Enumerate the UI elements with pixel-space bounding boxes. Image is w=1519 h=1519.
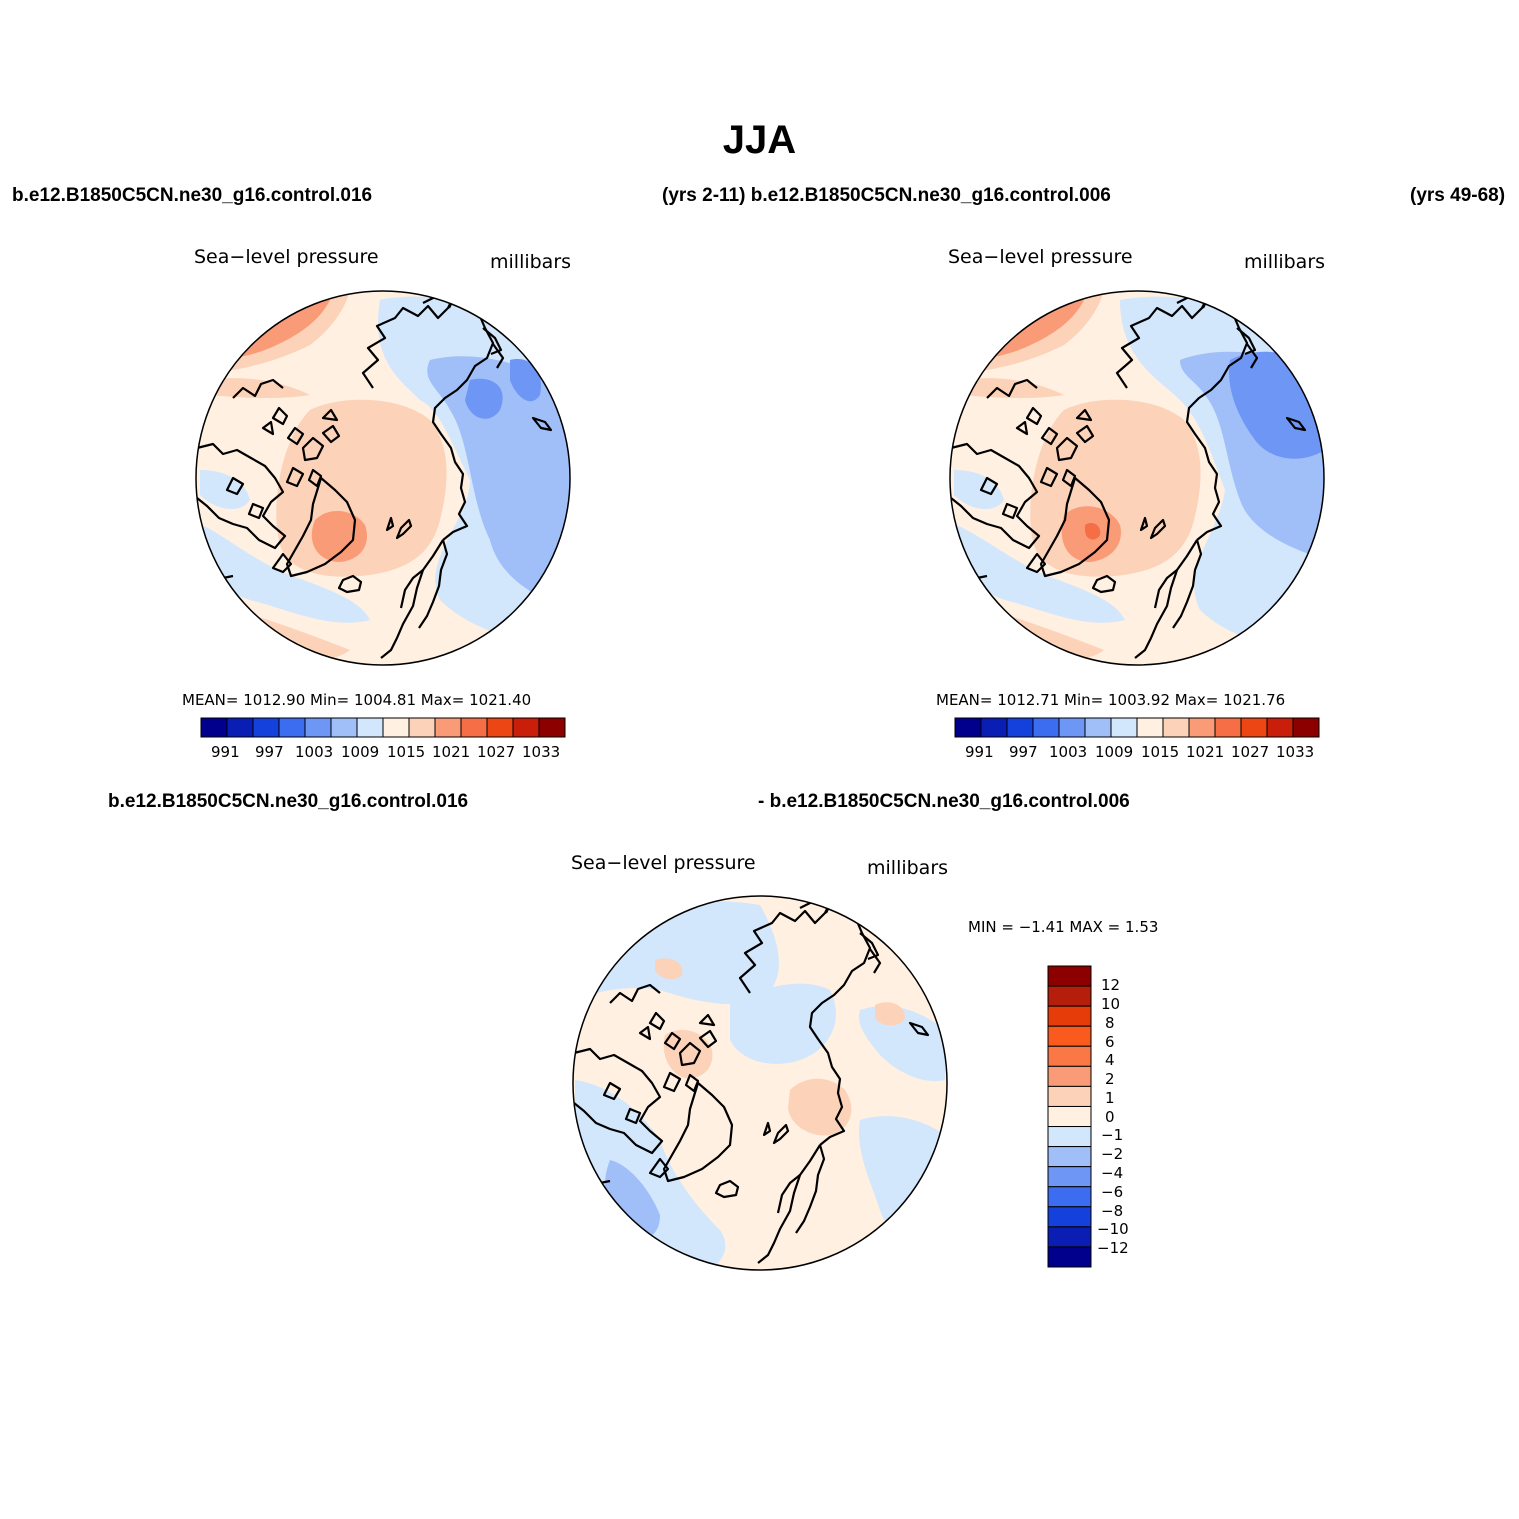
cb3-label: 2 <box>1105 1070 1115 1088</box>
cb2-label: 1009 <box>1095 743 1134 761</box>
colorbar-swatch <box>382 717 410 738</box>
colorbar-swatch <box>1188 717 1216 738</box>
colorbar-swatch <box>278 717 306 738</box>
header-case-mid: (yrs 2-11) b.e12.B1850C5CN.ne30_g16.cont… <box>662 185 1111 206</box>
header-case-left: b.e12.B1850C5CN.ne30_g16.control.016 <box>12 185 373 206</box>
diff-header-right: - b.e12.B1850C5CN.ne30_g16.control.006 <box>758 791 1130 812</box>
cb3-label: −4 <box>1101 1164 1124 1182</box>
colorbar-swatch <box>1110 717 1138 738</box>
cb2-label: 1021 <box>1186 743 1225 761</box>
cb3-label: 4 <box>1105 1051 1115 1069</box>
colorbar-swatch <box>1047 1025 1092 1047</box>
cb1-label: 991 <box>211 743 240 761</box>
colorbar-swatch <box>356 717 384 738</box>
colorbar-swatch <box>1047 1085 1092 1107</box>
panel3-variable-label: Sea−level pressure <box>571 852 756 874</box>
colorbar-swatch <box>954 717 982 738</box>
colorbar-swatch <box>408 717 436 738</box>
cb3-label: −12 <box>1097 1239 1129 1257</box>
panel1-stats: MEAN= 1012.90 Min= 1004.81 Max= 1021.40 <box>182 691 532 709</box>
panel2-units-label: millibars <box>1244 251 1326 273</box>
cb2-label: 997 <box>1009 743 1038 761</box>
cb2-label: 1027 <box>1231 743 1270 761</box>
colorbar-swatch <box>1047 1105 1092 1128</box>
panel3-map <box>572 895 948 1271</box>
colorbar-swatch <box>1047 1246 1092 1268</box>
cb1-label: 1027 <box>477 743 516 761</box>
cb3-label: 0 <box>1105 1108 1115 1126</box>
cb2-label: 991 <box>965 743 994 761</box>
panel3-units-label: millibars <box>867 857 949 879</box>
colorbar-swatch <box>1047 1126 1092 1148</box>
colorbar-swatch <box>1047 1206 1092 1228</box>
panel2-map-boundary <box>949 290 1325 666</box>
colorbar-swatch <box>512 717 540 738</box>
panel1-map-boundary <box>195 290 571 666</box>
cb2-label: 1015 <box>1141 743 1180 761</box>
colorbar-swatch <box>226 717 254 738</box>
colorbar-swatch <box>1047 965 1092 987</box>
colorbar-swatch <box>1136 717 1164 738</box>
colorbar-swatch <box>1047 1186 1092 1208</box>
colorbar-swatch <box>434 717 462 738</box>
cb1-label: 1033 <box>522 743 561 761</box>
cb3-label: 1 <box>1105 1089 1115 1107</box>
panel1-map <box>195 290 571 666</box>
panel2-map <box>949 290 1325 666</box>
colorbar-swatch <box>1047 1065 1092 1087</box>
colorbar-swatch <box>1266 717 1294 738</box>
header-years-right: (yrs 49-68) <box>1410 185 1506 206</box>
colorbar-swatch <box>1047 1226 1092 1248</box>
colorbar-swatch <box>1292 717 1320 738</box>
colorbar-swatch <box>200 717 228 738</box>
cb1-label: 1003 <box>295 743 334 761</box>
colorbar-swatch <box>1214 717 1242 738</box>
cb3-label: −8 <box>1101 1202 1124 1220</box>
colorbar-swatch <box>1047 985 1092 1007</box>
cb3-label: 6 <box>1105 1033 1115 1051</box>
panel1-units-label: millibars <box>490 251 572 273</box>
panel3-stats: MIN = −1.41 MAX = 1.53 <box>968 918 1159 936</box>
cb1-label: 997 <box>255 743 284 761</box>
cb1-label: 1009 <box>341 743 380 761</box>
colorbar-swatch <box>1032 717 1060 738</box>
colorbar-swatch <box>460 717 488 738</box>
cb1-label: 1015 <box>387 743 426 761</box>
colorbar-swatch <box>1047 1146 1092 1168</box>
colorbar-swatch <box>330 717 358 738</box>
colorbar-swatch <box>1058 717 1086 738</box>
cb3-label: −6 <box>1101 1183 1124 1201</box>
cb3-label: 10 <box>1101 995 1121 1013</box>
colorbar-swatch <box>1047 1166 1092 1188</box>
panel3-map-boundary <box>572 895 948 1271</box>
cb3-label: −10 <box>1097 1220 1129 1238</box>
panel2-stats: MEAN= 1012.71 Min= 1003.92 Max= 1021.76 <box>936 691 1286 709</box>
figure-title: JJA <box>722 118 797 162</box>
colorbar-swatch <box>1006 717 1034 738</box>
colorbar-swatch <box>304 717 332 738</box>
cb2-label: 1003 <box>1049 743 1088 761</box>
panel2-colorbar <box>954 717 1320 738</box>
colorbar-swatch <box>980 717 1008 738</box>
panel1-variable-label: Sea−level pressure <box>194 246 379 268</box>
colorbar-swatch <box>486 717 514 738</box>
cb3-label: 12 <box>1101 976 1121 994</box>
cb1-label: 1021 <box>432 743 471 761</box>
panel2-variable-label: Sea−level pressure <box>948 246 1133 268</box>
colorbar-swatch <box>1240 717 1268 738</box>
colorbar-swatch <box>1084 717 1112 738</box>
cb3-label: −1 <box>1101 1126 1124 1144</box>
cb3-label: 8 <box>1105 1014 1115 1032</box>
diff-header-left: b.e12.B1850C5CN.ne30_g16.control.016 <box>108 791 469 812</box>
colorbar-swatch <box>1162 717 1190 738</box>
cb2-label: 1033 <box>1276 743 1315 761</box>
panel1-colorbar <box>200 717 566 738</box>
colorbar-swatch <box>1047 1045 1092 1067</box>
colorbar-swatch <box>538 717 566 738</box>
panel3-colorbar <box>1047 965 1092 1268</box>
colorbar-swatch <box>252 717 280 738</box>
colorbar-swatch <box>1047 1005 1092 1027</box>
cb3-label: −2 <box>1101 1145 1124 1163</box>
